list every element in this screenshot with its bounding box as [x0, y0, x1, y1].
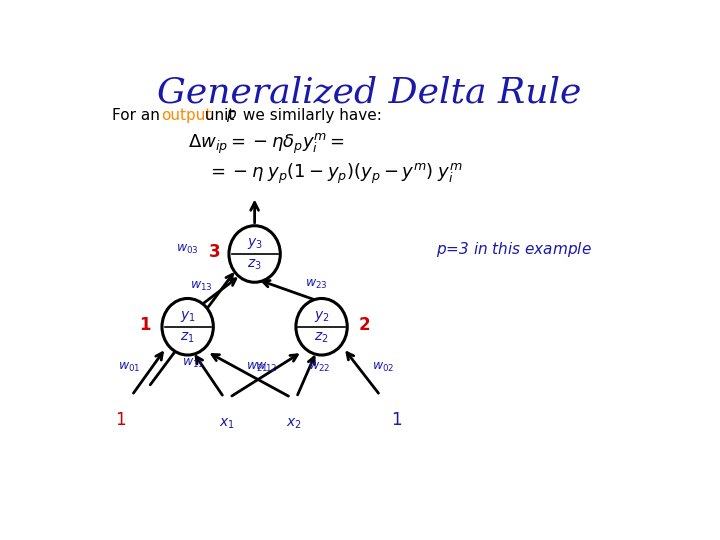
Text: $y_3$: $y_3$ — [247, 236, 263, 251]
Text: $w_{21}$: $w_{21}$ — [246, 361, 269, 374]
Text: $= -\eta\; y_p(1 - y_p)(y_p - y^m)\; y_i^m$: $= -\eta\; y_p(1 - y_p)(y_p - y^m)\; y_i… — [207, 161, 463, 186]
Text: $w_{03}$: $w_{03}$ — [176, 244, 199, 256]
Text: $p$=3 in this example: $p$=3 in this example — [436, 240, 592, 259]
Ellipse shape — [296, 299, 347, 355]
Text: 3: 3 — [210, 243, 221, 261]
Text: $x_2$: $x_2$ — [286, 416, 302, 430]
Text: output: output — [161, 109, 212, 124]
Text: $w_{02}$: $w_{02}$ — [372, 361, 394, 374]
Text: we similarly have:: we similarly have: — [238, 109, 382, 124]
Text: For an: For an — [112, 109, 165, 124]
Text: $y_1$: $y_1$ — [180, 308, 196, 323]
Text: 1: 1 — [115, 411, 126, 429]
Ellipse shape — [229, 226, 280, 282]
Text: Generalized Delta Rule: Generalized Delta Rule — [157, 75, 581, 109]
Text: $w_{23}$: $w_{23}$ — [305, 278, 328, 291]
Text: $w_{13}$: $w_{13}$ — [190, 280, 213, 293]
Text: $w_{01}$: $w_{01}$ — [118, 361, 140, 374]
Text: unit: unit — [200, 109, 240, 124]
Text: $x_1$: $x_1$ — [219, 416, 235, 430]
Text: $z_3$: $z_3$ — [247, 258, 262, 272]
Text: 1: 1 — [392, 411, 402, 429]
Text: $\Delta w_{ip} = -\eta\delta_p y_i^m =$: $\Delta w_{ip} = -\eta\delta_p y_i^m =$ — [188, 131, 345, 156]
Text: $w_{22}$: $w_{22}$ — [307, 361, 330, 374]
Text: $p$: $p$ — [225, 109, 237, 124]
Text: $y_2$: $y_2$ — [314, 308, 330, 323]
Text: $z_1$: $z_1$ — [181, 330, 195, 345]
Text: 1: 1 — [140, 316, 151, 334]
Text: $w_{11}$: $w_{11}$ — [182, 356, 204, 370]
Ellipse shape — [162, 299, 213, 355]
Text: 2: 2 — [358, 316, 370, 334]
Text: $z_2$: $z_2$ — [315, 330, 329, 345]
Text: $w_{12}$: $w_{12}$ — [255, 361, 277, 374]
